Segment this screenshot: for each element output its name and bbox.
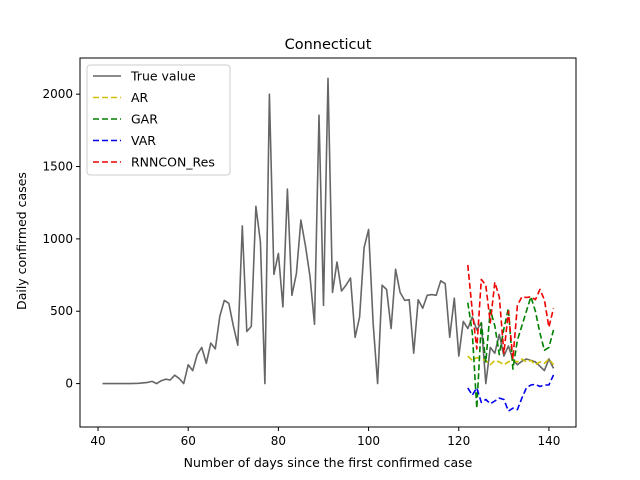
- legend-box: [86, 64, 231, 176]
- legend-label-true-value: True value: [130, 69, 196, 84]
- series-layer: [102, 77, 555, 412]
- legend-label-gar: GAR: [131, 112, 158, 127]
- legend-label-ar: AR: [131, 90, 149, 105]
- y-tick-label: 1500: [42, 160, 73, 174]
- x-tick-label: 120: [447, 434, 470, 448]
- plot-area: 40 60 80 100 120 140 0 500 1000 1500 2000: [42, 57, 577, 448]
- series-line-rnncon-res: [467, 264, 555, 360]
- x-tick-label: 80: [271, 434, 286, 448]
- y-tick-label: 500: [50, 304, 73, 318]
- chart-title: Connecticut: [285, 37, 372, 53]
- y-tick-label: 0: [65, 377, 73, 391]
- legend-label-rnncon-res: RNNCON_Res: [131, 155, 215, 170]
- y-axis: 0 500 1000 1500 2000: [42, 87, 80, 391]
- x-tick-label: 140: [537, 434, 560, 448]
- series-line-var: [467, 374, 555, 412]
- x-axis-label: Number of days since the first confirmed…: [184, 455, 473, 470]
- x-axis: 40 60 80 100 120 140: [90, 427, 560, 448]
- x-tick-label: 60: [181, 434, 196, 448]
- y-tick-label: 2000: [42, 87, 73, 101]
- series-line-ar: [467, 355, 555, 366]
- y-tick-label: 1000: [42, 232, 73, 246]
- x-tick-label: 100: [357, 434, 380, 448]
- legend: True value AR GAR VAR RNNCON_Res: [86, 64, 231, 176]
- y-axis-label: Daily confirmed cases: [14, 172, 29, 310]
- x-tick-label: 40: [90, 434, 105, 448]
- plot-frame: [79, 57, 577, 428]
- legend-label-var: VAR: [131, 133, 156, 148]
